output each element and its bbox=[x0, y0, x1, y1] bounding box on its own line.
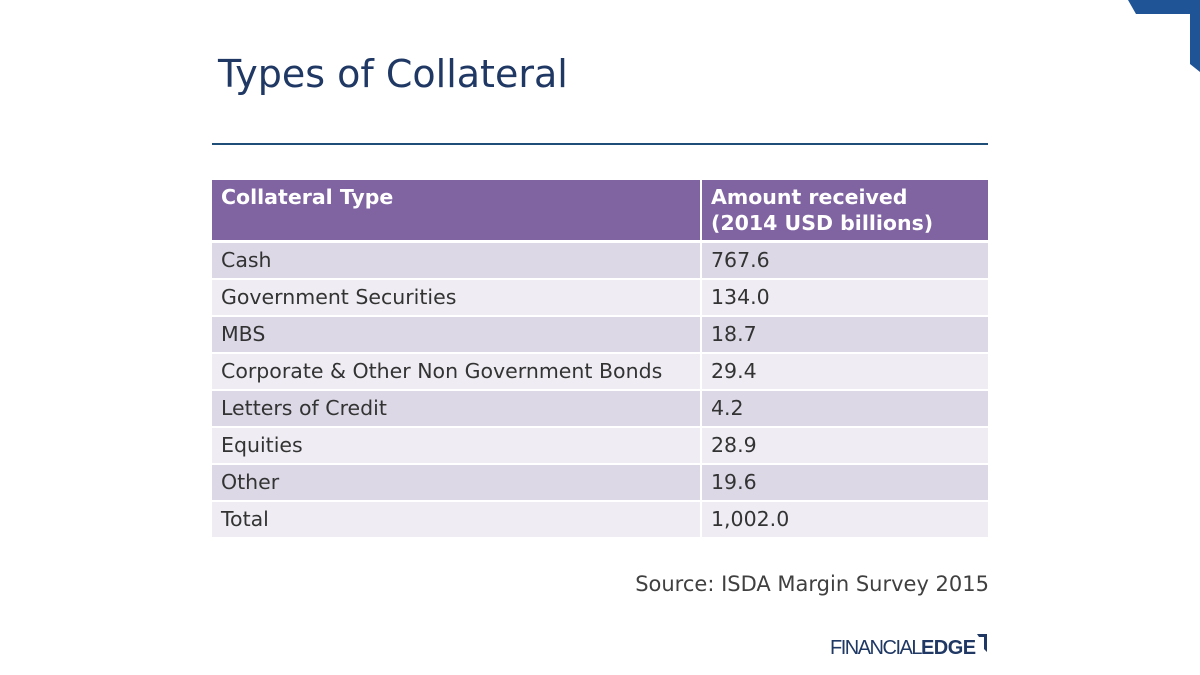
collateral-type-cell: Other bbox=[212, 464, 702, 502]
table-row: Cash 767.6 bbox=[212, 241, 988, 280]
table-row: Letters of Credit 4.2 bbox=[212, 390, 988, 428]
amount-cell: 4.2 bbox=[701, 390, 988, 428]
collateral-type-cell: Equities bbox=[212, 427, 702, 465]
table-row: Government Securities 134.0 bbox=[212, 279, 988, 317]
amount-cell: 767.6 bbox=[701, 241, 988, 280]
logo-text-light: FINANCIAL bbox=[830, 637, 922, 659]
slide-title: Types of Collateral bbox=[218, 52, 568, 96]
collateral-type-cell: Corporate & Other Non Government Bonds bbox=[212, 353, 702, 391]
column-header-amount-received: Amount received (2014 USD billions) bbox=[701, 180, 988, 243]
table-row: Other 19.6 bbox=[212, 464, 988, 502]
title-divider bbox=[212, 143, 988, 145]
source-citation: Source: ISDA Margin Survey 2015 bbox=[635, 572, 989, 596]
financial-edge-logo: FINANCIAL EDGE bbox=[830, 634, 987, 658]
table-row: MBS 18.7 bbox=[212, 316, 988, 354]
amount-cell: 28.9 bbox=[701, 427, 988, 465]
logo-corner-icon bbox=[976, 634, 987, 652]
amount-cell: 134.0 bbox=[701, 279, 988, 317]
collateral-type-cell: Total bbox=[212, 501, 702, 539]
amount-cell: 18.7 bbox=[701, 316, 988, 354]
amount-cell: 29.4 bbox=[701, 353, 988, 391]
table-header-row: Collateral Type Amount received (2014 US… bbox=[212, 180, 988, 243]
corner-decoration bbox=[1128, 0, 1200, 72]
collateral-type-cell: Cash bbox=[212, 241, 702, 280]
collateral-type-cell: Government Securities bbox=[212, 279, 702, 317]
table-row: Equities 28.9 bbox=[212, 427, 988, 465]
collateral-type-cell: MBS bbox=[212, 316, 702, 354]
table-row-total: Total 1,002.0 bbox=[212, 501, 988, 539]
collateral-table: Collateral Type Amount received (2014 US… bbox=[212, 180, 988, 539]
logo-text-bold: EDGE bbox=[920, 637, 976, 659]
table-row: Corporate & Other Non Government Bonds 2… bbox=[212, 353, 988, 391]
collateral-type-cell: Letters of Credit bbox=[212, 390, 702, 428]
amount-cell: 19.6 bbox=[701, 464, 988, 502]
column-header-collateral-type: Collateral Type bbox=[212, 180, 702, 243]
amount-cell: 1,002.0 bbox=[701, 501, 988, 539]
